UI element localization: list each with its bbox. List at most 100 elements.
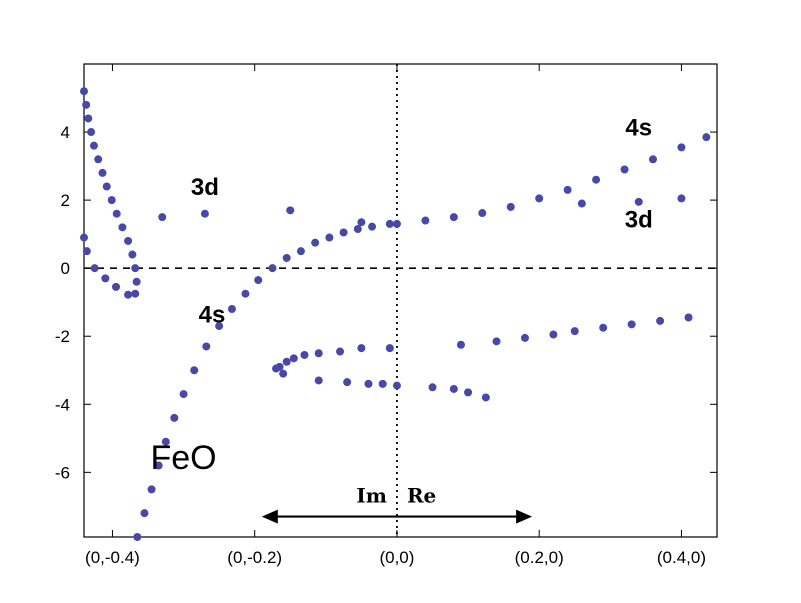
data-point <box>506 202 515 211</box>
data-point <box>202 342 211 351</box>
data-point <box>241 289 250 298</box>
data-point <box>107 196 116 205</box>
data-point <box>339 228 348 237</box>
data-point <box>200 209 209 218</box>
data-point <box>82 100 91 109</box>
annotations: 3d 4s 4s 3d FeO <box>151 114 653 476</box>
data-point <box>268 264 277 273</box>
data-point <box>563 185 572 194</box>
annotation-label: 4s <box>199 302 226 329</box>
data-point <box>353 225 362 234</box>
data-point <box>325 233 334 242</box>
data-point <box>314 376 323 385</box>
data-point <box>570 327 579 336</box>
data-point <box>456 340 465 349</box>
data-point <box>449 384 458 393</box>
data-point <box>87 128 96 137</box>
data-point <box>449 213 458 222</box>
data-points <box>80 87 711 541</box>
data-point <box>357 218 366 227</box>
data-point <box>428 383 437 392</box>
x-tick-label: (0.2,0) <box>515 548 564 567</box>
data-point <box>520 333 529 342</box>
y-tick-label: -4 <box>55 395 70 414</box>
data-point <box>311 238 320 247</box>
axis-ticks <box>84 64 717 537</box>
data-point <box>131 264 140 273</box>
annotation-label: FeO <box>151 439 217 477</box>
data-point <box>368 222 377 231</box>
data-point <box>215 322 224 331</box>
data-point <box>282 357 291 366</box>
data-point <box>118 223 127 232</box>
data-point <box>684 313 693 322</box>
data-point <box>90 264 99 273</box>
data-point <box>592 175 601 184</box>
data-point <box>158 213 167 222</box>
data-point <box>599 323 608 332</box>
im-re-arrow: Im Re <box>261 484 533 524</box>
data-point <box>128 250 137 259</box>
data-point <box>385 219 394 228</box>
data-point <box>84 114 93 123</box>
x-tick-label: (0,-0.4) <box>85 548 140 567</box>
data-point <box>392 381 401 390</box>
data-point <box>112 209 121 218</box>
data-point <box>179 390 188 399</box>
data-point <box>132 277 141 286</box>
data-point <box>102 182 111 191</box>
data-point <box>286 206 295 215</box>
annotation-label: 4s <box>625 114 652 141</box>
data-point <box>421 216 430 225</box>
data-point <box>385 344 394 353</box>
data-point <box>464 388 473 397</box>
data-point <box>549 330 558 339</box>
data-point <box>627 320 636 329</box>
data-point <box>80 233 88 242</box>
data-point <box>392 219 401 228</box>
data-point <box>364 379 373 388</box>
arrow-label-im: Im <box>356 484 387 508</box>
data-point <box>124 236 133 245</box>
data-point <box>378 379 387 388</box>
data-point <box>161 437 170 446</box>
y-tick-label: 4 <box>61 123 70 142</box>
annotation-label: 3d <box>191 174 219 201</box>
x-tick-label: (0.4,0) <box>657 548 706 567</box>
annotation-label: 3d <box>625 206 653 233</box>
data-point <box>634 197 643 206</box>
data-point <box>272 364 281 373</box>
data-point <box>94 155 103 164</box>
tick-labels: (0,-0.4) (0,-0.2) (0,0) (0.2,0) (0.4,0) 4 2 0 -2… <box>55 123 706 567</box>
data-point <box>656 316 665 325</box>
data-point <box>481 393 490 402</box>
data-point <box>98 168 107 177</box>
data-point <box>336 347 345 356</box>
data-point <box>131 289 140 298</box>
reference-lines <box>84 64 717 537</box>
data-point <box>535 194 544 203</box>
arrow-label-re: Re <box>407 484 436 508</box>
x-tick-label: (0,-0.2) <box>227 548 282 567</box>
y-tick-label: 0 <box>61 259 70 278</box>
data-point <box>170 413 179 422</box>
arrow-head-left <box>261 509 278 524</box>
data-point <box>648 155 657 164</box>
data-point <box>282 253 291 262</box>
data-point <box>577 199 586 208</box>
data-point <box>478 209 487 218</box>
data-point <box>101 274 110 283</box>
data-point <box>154 461 163 470</box>
data-point <box>296 247 305 256</box>
data-point <box>314 349 323 358</box>
data-point <box>254 276 263 285</box>
data-point <box>190 366 199 375</box>
x-tick-label: (0,0) <box>379 548 414 567</box>
data-point <box>112 282 121 291</box>
data-point <box>677 194 686 203</box>
data-point <box>124 290 133 299</box>
data-point <box>289 354 298 363</box>
data-point <box>492 337 501 346</box>
arrow-head-right <box>516 509 533 524</box>
